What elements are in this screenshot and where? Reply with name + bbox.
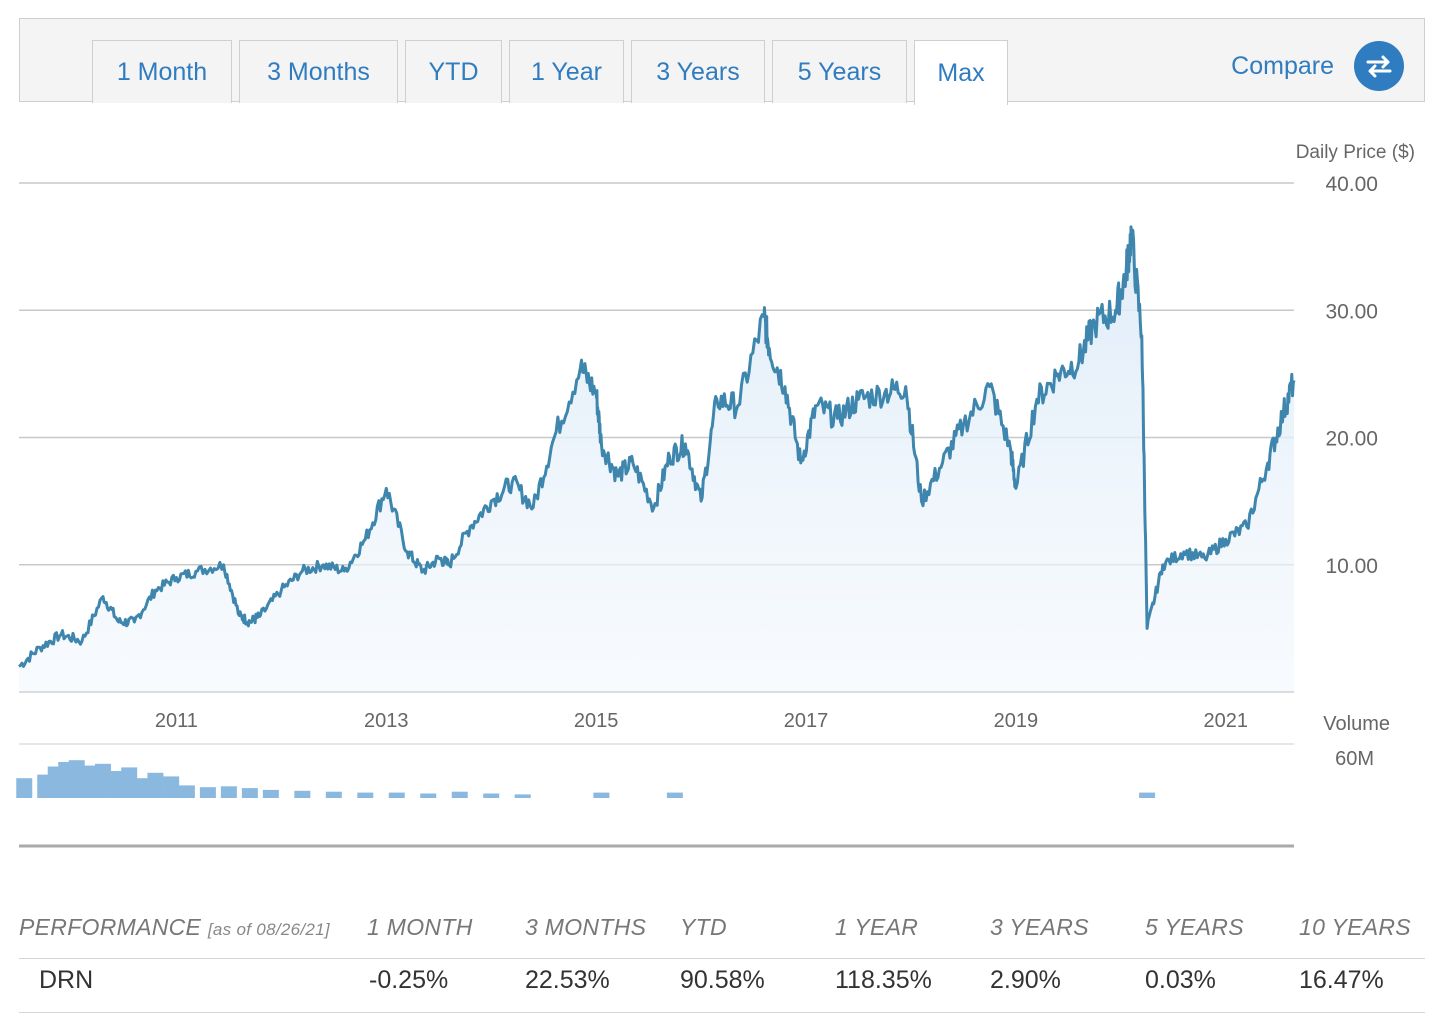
tab-3-years[interactable]: 3 Years [631, 40, 765, 103]
volume-bar [593, 792, 610, 798]
perf-value-5-years: 0.03% [1145, 966, 1216, 994]
x-tick-label: 2013 [364, 710, 409, 732]
performance-bottom-rule [19, 1012, 1425, 1013]
x-tick-label: 2015 [574, 710, 619, 732]
perf-value-ytd: 90.58% [680, 966, 765, 994]
volume-bar [1139, 792, 1156, 798]
perf-value-1-month: -0.25% [369, 966, 449, 994]
volume-bar [220, 786, 237, 798]
volume-bar [357, 792, 374, 798]
tab-3-months[interactable]: 3 Months [239, 40, 398, 103]
compare-label: Compare [1231, 51, 1334, 80]
compare-button[interactable]: Compare [1231, 41, 1404, 91]
volume-bars [16, 760, 1156, 798]
performance-header: PERFORMANCE [as of 08/26/21] 1 MONTH 3 M… [19, 914, 1425, 948]
volume-bar [131, 778, 148, 798]
volume-bar [94, 763, 111, 798]
price-axis-ticks: 10.00 20.00 30.00 40.00 [1325, 173, 1378, 578]
y-tick-label: 10.00 [1325, 555, 1378, 578]
volume-bar [163, 776, 180, 798]
volume-axis-label: Volume [1323, 713, 1390, 735]
volume-bar [262, 789, 279, 798]
perf-col-3-months: 3 MONTHS [525, 914, 647, 940]
volume-bar [79, 765, 96, 798]
table-row: DRN -0.25% 22.53% 90.58% 118.35% 2.90% 0… [19, 966, 1425, 1006]
x-tick-label: 2019 [994, 710, 1039, 732]
perf-ticker: DRN [39, 966, 94, 994]
tab-1-month[interactable]: 1 Month [92, 40, 232, 103]
swap-arrows-icon [1354, 41, 1404, 91]
perf-value-1-year: 118.35% [835, 966, 932, 994]
y-tick-label: 20.00 [1325, 428, 1378, 451]
volume-bar [199, 787, 216, 798]
y-tick-label: 30.00 [1325, 300, 1378, 323]
price-area [19, 226, 1294, 692]
volume-bar [16, 778, 33, 798]
volume-bar [388, 792, 405, 798]
volume-bar [420, 793, 437, 798]
tab-ytd[interactable]: YTD [405, 40, 502, 103]
volume-bar [294, 790, 311, 798]
tab-1-year[interactable]: 1 Year [509, 40, 624, 103]
perf-col-ytd: YTD [680, 914, 727, 940]
range-tab-bar: 1 Month 3 Months YTD 1 Year 3 Years 5 Ye… [19, 18, 1425, 105]
perf-col-1-month: 1 MONTH [367, 914, 473, 940]
x-tick-label: 2011 [155, 710, 198, 732]
perf-value-3-years: 2.90% [990, 966, 1061, 994]
performance-as-of: [as of 08/26/21] [207, 920, 330, 939]
volume-bar [178, 785, 195, 798]
perf-value-10-years: 16.47% [1299, 966, 1384, 994]
tab-max[interactable]: Max [914, 40, 1008, 105]
price-line [18, 225, 1296, 668]
volume-bar [325, 791, 342, 798]
performance-divider [19, 958, 1425, 959]
volume-bar [483, 793, 500, 798]
price-axis-label: Daily Price ($) [1296, 142, 1415, 163]
price-chart: Daily Price ($) 10.00 20.00 30.00 40.00 201… [16, 142, 1415, 848]
x-tick-label: 2017 [784, 710, 829, 732]
tab-5-years[interactable]: 5 Years [772, 40, 907, 103]
perf-col-1-year: 1 YEAR [835, 914, 919, 940]
perf-col-10-years: 10 YEARS [1299, 914, 1411, 940]
y-tick-label: 40.00 [1325, 173, 1378, 196]
perf-col-5-years: 5 YEARS [1145, 914, 1244, 940]
performance-title: PERFORMANCE [as of 08/26/21] [19, 914, 330, 940]
perf-value-3-months: 22.53% [525, 966, 610, 994]
year-axis-ticks: 2011 2013 2015 2017 2019 2021 [155, 710, 1248, 732]
x-tick-label: 2021 [1204, 710, 1249, 732]
volume-bar [147, 772, 164, 798]
volume-bar [241, 788, 258, 798]
volume-bar [451, 791, 468, 798]
volume-bar [514, 794, 531, 798]
perf-col-3-years: 3 YEARS [990, 914, 1089, 940]
volume-tick-60m: 60M [1335, 748, 1374, 770]
volume-bar [666, 792, 683, 798]
